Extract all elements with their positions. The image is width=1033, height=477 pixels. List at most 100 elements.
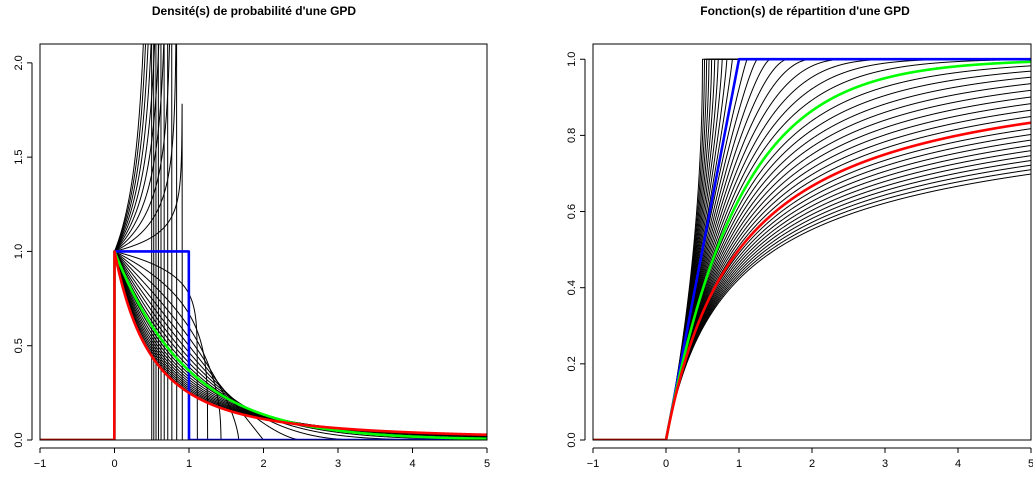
cdf-curve-shape-m1p4 — [593, 58, 1031, 440]
cdf-curve-shape-m2 — [593, 58, 1031, 440]
density-curve-shape-m1p2 — [40, 44, 487, 440]
density-x-tick-label: 4 — [409, 458, 415, 470]
density-x-tick-label: 0 — [111, 458, 117, 470]
density-curve-shape-m1p5 — [40, 44, 487, 440]
density-curve-shape-m1p1 — [40, 103, 487, 440]
cdf-curve-shape-1p5 — [593, 150, 1031, 440]
cdf-x-tick-label: 5 — [1028, 458, 1033, 470]
density-curve-shape-m1p8 — [40, 44, 487, 440]
cdf-y-tick-label: 0.8 — [566, 128, 578, 143]
cdf-curve-shape-1p2 — [593, 133, 1031, 440]
cdf-y-tick-label: 0.0 — [566, 432, 578, 447]
cdf-curve-shape-1p7 — [593, 160, 1031, 440]
density-curve-shape-m0p3 — [40, 250, 487, 440]
cdf-y-tick-label: 0.2 — [566, 356, 578, 371]
density-x-tick-label: 5 — [484, 458, 490, 470]
density-curve-shape-0p5 — [40, 250, 487, 440]
cdf-curve-shape-0p7 — [593, 103, 1031, 440]
density-curve-shape-m0p6 — [40, 250, 487, 440]
density-y-tick-label: 0.5 — [13, 338, 25, 353]
cdf-plot-area: −1 0 1 2 3 4 5 0.0 0.2 0.4 0.6 0.8 1.0 — [566, 43, 1033, 470]
cdf-curve-shape-0p1 — [593, 65, 1031, 440]
density-curve-shape-m0p9 — [40, 250, 487, 440]
density-x-tick-label: −1 — [34, 458, 47, 470]
cdf-x-tick-label: 4 — [955, 458, 961, 470]
cdf-curve-shape-m1p7 — [593, 58, 1031, 440]
cdf-curve-shape-m1p1 — [593, 58, 1031, 440]
cdf-curve-shape-0p5 — [593, 89, 1031, 440]
cdf-curve-shape-0p3 — [593, 76, 1031, 440]
density-curve-shape-m1p3 — [40, 44, 487, 440]
cdf-x-tick-label: 0 — [663, 458, 669, 470]
cdf-curve-shape-1p6 — [593, 155, 1031, 440]
cdf-x-tick-label: 3 — [882, 458, 888, 470]
density-curve-shape-m0p7 — [40, 250, 487, 440]
cdf-curve-shape-2 — [593, 173, 1031, 440]
cdf-x-tick-label: 1 — [736, 458, 742, 470]
cdf-highlight-curve-shape-m1 — [593, 57, 1031, 440]
cdf-curve-shape-0p2 — [593, 70, 1031, 440]
cdf-curve-shape-1p4 — [593, 144, 1031, 440]
density-curve-shape-0p4 — [40, 250, 487, 440]
cdf-curve-shape-m1p8 — [593, 58, 1031, 440]
cdf-curve-shape-1p3 — [593, 139, 1031, 440]
cdf-y-tick-label: 0.6 — [566, 204, 578, 219]
density-curve-shape-0p6 — [40, 250, 487, 440]
cdf-curve-shape-0p8 — [593, 109, 1031, 440]
cdf-curve-shape-1p8 — [593, 164, 1031, 440]
cdf-curve-shape-1p1 — [593, 128, 1031, 440]
cdf-curve-shape-m0p2 — [593, 58, 1031, 440]
cdf-curve-shape-m0p4 — [593, 58, 1031, 440]
density-highlight-curve-shape-1 — [40, 250, 487, 440]
density-x-tick-label: 1 — [186, 458, 192, 470]
density-y-tick-label: 1.0 — [13, 244, 25, 259]
density-curve-shape-m0p5 — [40, 250, 487, 440]
density-y-tick-label: 2.0 — [13, 55, 25, 70]
cdf-curve-shape-m1p5 — [593, 58, 1031, 440]
density-curve-shape-m1p7 — [40, 44, 487, 440]
density-curves — [40, 44, 487, 440]
density-y-tick-label: 1.5 — [13, 149, 25, 164]
density-highlight-curve-shape-0 — [40, 250, 487, 440]
density-curve-shape-m1p6 — [40, 44, 487, 440]
cdf-y-tick-label: 1.0 — [566, 52, 578, 67]
cdf-curve-shape-m0p7 — [593, 58, 1031, 440]
density-curve-shape-m1p9 — [40, 44, 487, 440]
cdf-curves — [593, 57, 1031, 440]
density-curve-shape-0p8 — [40, 250, 487, 440]
cdf-frame — [592, 43, 1032, 441]
cdf-curve-shape-m1p6 — [593, 58, 1031, 440]
cdf-curve-shape-m1p2 — [593, 58, 1031, 440]
density-x-tick-label: 3 — [335, 458, 341, 470]
density-panel: Densité(s) de probabilité d'une GPD −1 0 1… — [13, 4, 490, 470]
cdf-curve-shape-0p9 — [593, 116, 1031, 440]
density-plot-area: −1 0 1 2 3 4 5 0.0 0.5 1.0 1.5 2.0 — [13, 43, 490, 470]
density-curve-shape-0p7 — [40, 250, 487, 440]
density-highlight-curve-shape-m1 — [40, 250, 487, 440]
density-curve-shape-m2 — [40, 44, 487, 440]
cdf-curve-shape-m1p3 — [593, 58, 1031, 440]
cdf-curve-shape-m0p3 — [593, 58, 1031, 440]
density-panel-title: Densité(s) de probabilité d'une GPD — [152, 4, 357, 18]
cdf-highlight-curve-shape-1 — [593, 121, 1031, 440]
cdf-x-tick-label: −1 — [587, 458, 600, 470]
density-curve-shape-m0p8 — [40, 250, 487, 440]
cdf-panel: Fonction(s) de répartition d'une GPD −1 0… — [566, 4, 1033, 470]
density-curve-shape-0p3 — [40, 250, 487, 440]
cdf-curve-shape-m0p9 — [593, 58, 1031, 440]
density-curve-shape-m0p4 — [40, 250, 487, 440]
density-curve-shape-m0p1 — [40, 250, 487, 440]
cdf-curve-shape-m0p8 — [593, 58, 1031, 440]
cdf-highlight-curve-shape-0 — [593, 60, 1031, 440]
density-curve-shape-0p1 — [40, 250, 487, 440]
density-curve-shape-0p2 — [40, 250, 487, 440]
cdf-curve-shape-0p6 — [593, 96, 1031, 440]
cdf-y-tick-label: 0.4 — [566, 280, 578, 295]
density-curve-shape-m0p2 — [40, 250, 487, 440]
cdf-curve-shape-m1p9 — [593, 58, 1031, 440]
cdf-panel-title: Fonction(s) de répartition d'une GPD — [700, 4, 910, 18]
cdf-curve-shape-0p4 — [593, 83, 1031, 440]
cdf-curve-shape-m0p1 — [593, 59, 1031, 440]
density-x-tick-label: 2 — [260, 458, 266, 470]
